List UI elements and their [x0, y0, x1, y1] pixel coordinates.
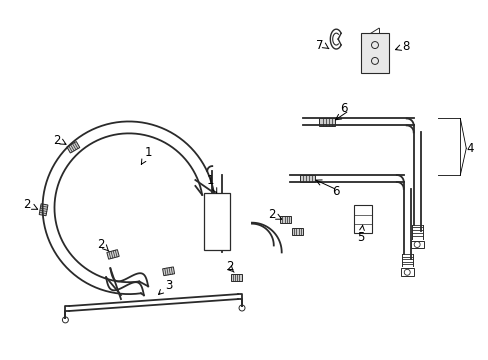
Text: 3: 3 — [158, 279, 172, 294]
Text: 2: 2 — [23, 198, 30, 211]
Bar — [230, 274, 241, 281]
Bar — [107, 249, 119, 259]
Bar — [319, 118, 335, 126]
Bar — [67, 141, 80, 153]
Text: 2: 2 — [53, 134, 60, 147]
Bar — [360, 33, 388, 73]
Bar — [204, 193, 230, 251]
Bar — [163, 267, 174, 276]
Text: 6: 6 — [340, 102, 347, 115]
FancyBboxPatch shape — [410, 240, 423, 248]
Text: 2: 2 — [226, 260, 233, 273]
Bar — [353, 205, 371, 233]
Text: 1: 1 — [141, 146, 152, 164]
Text: 8: 8 — [401, 40, 408, 53]
Text: 2: 2 — [267, 208, 275, 221]
Bar — [299, 175, 315, 183]
Bar — [39, 204, 48, 216]
Text: 5: 5 — [357, 225, 364, 244]
Text: 7: 7 — [315, 39, 323, 51]
Text: 6: 6 — [332, 185, 339, 198]
Text: 2: 2 — [97, 238, 104, 251]
Text: 1: 1 — [206, 174, 216, 193]
Bar — [291, 228, 303, 235]
Bar — [280, 216, 290, 223]
Text: 4: 4 — [466, 142, 473, 155]
FancyBboxPatch shape — [400, 268, 413, 276]
